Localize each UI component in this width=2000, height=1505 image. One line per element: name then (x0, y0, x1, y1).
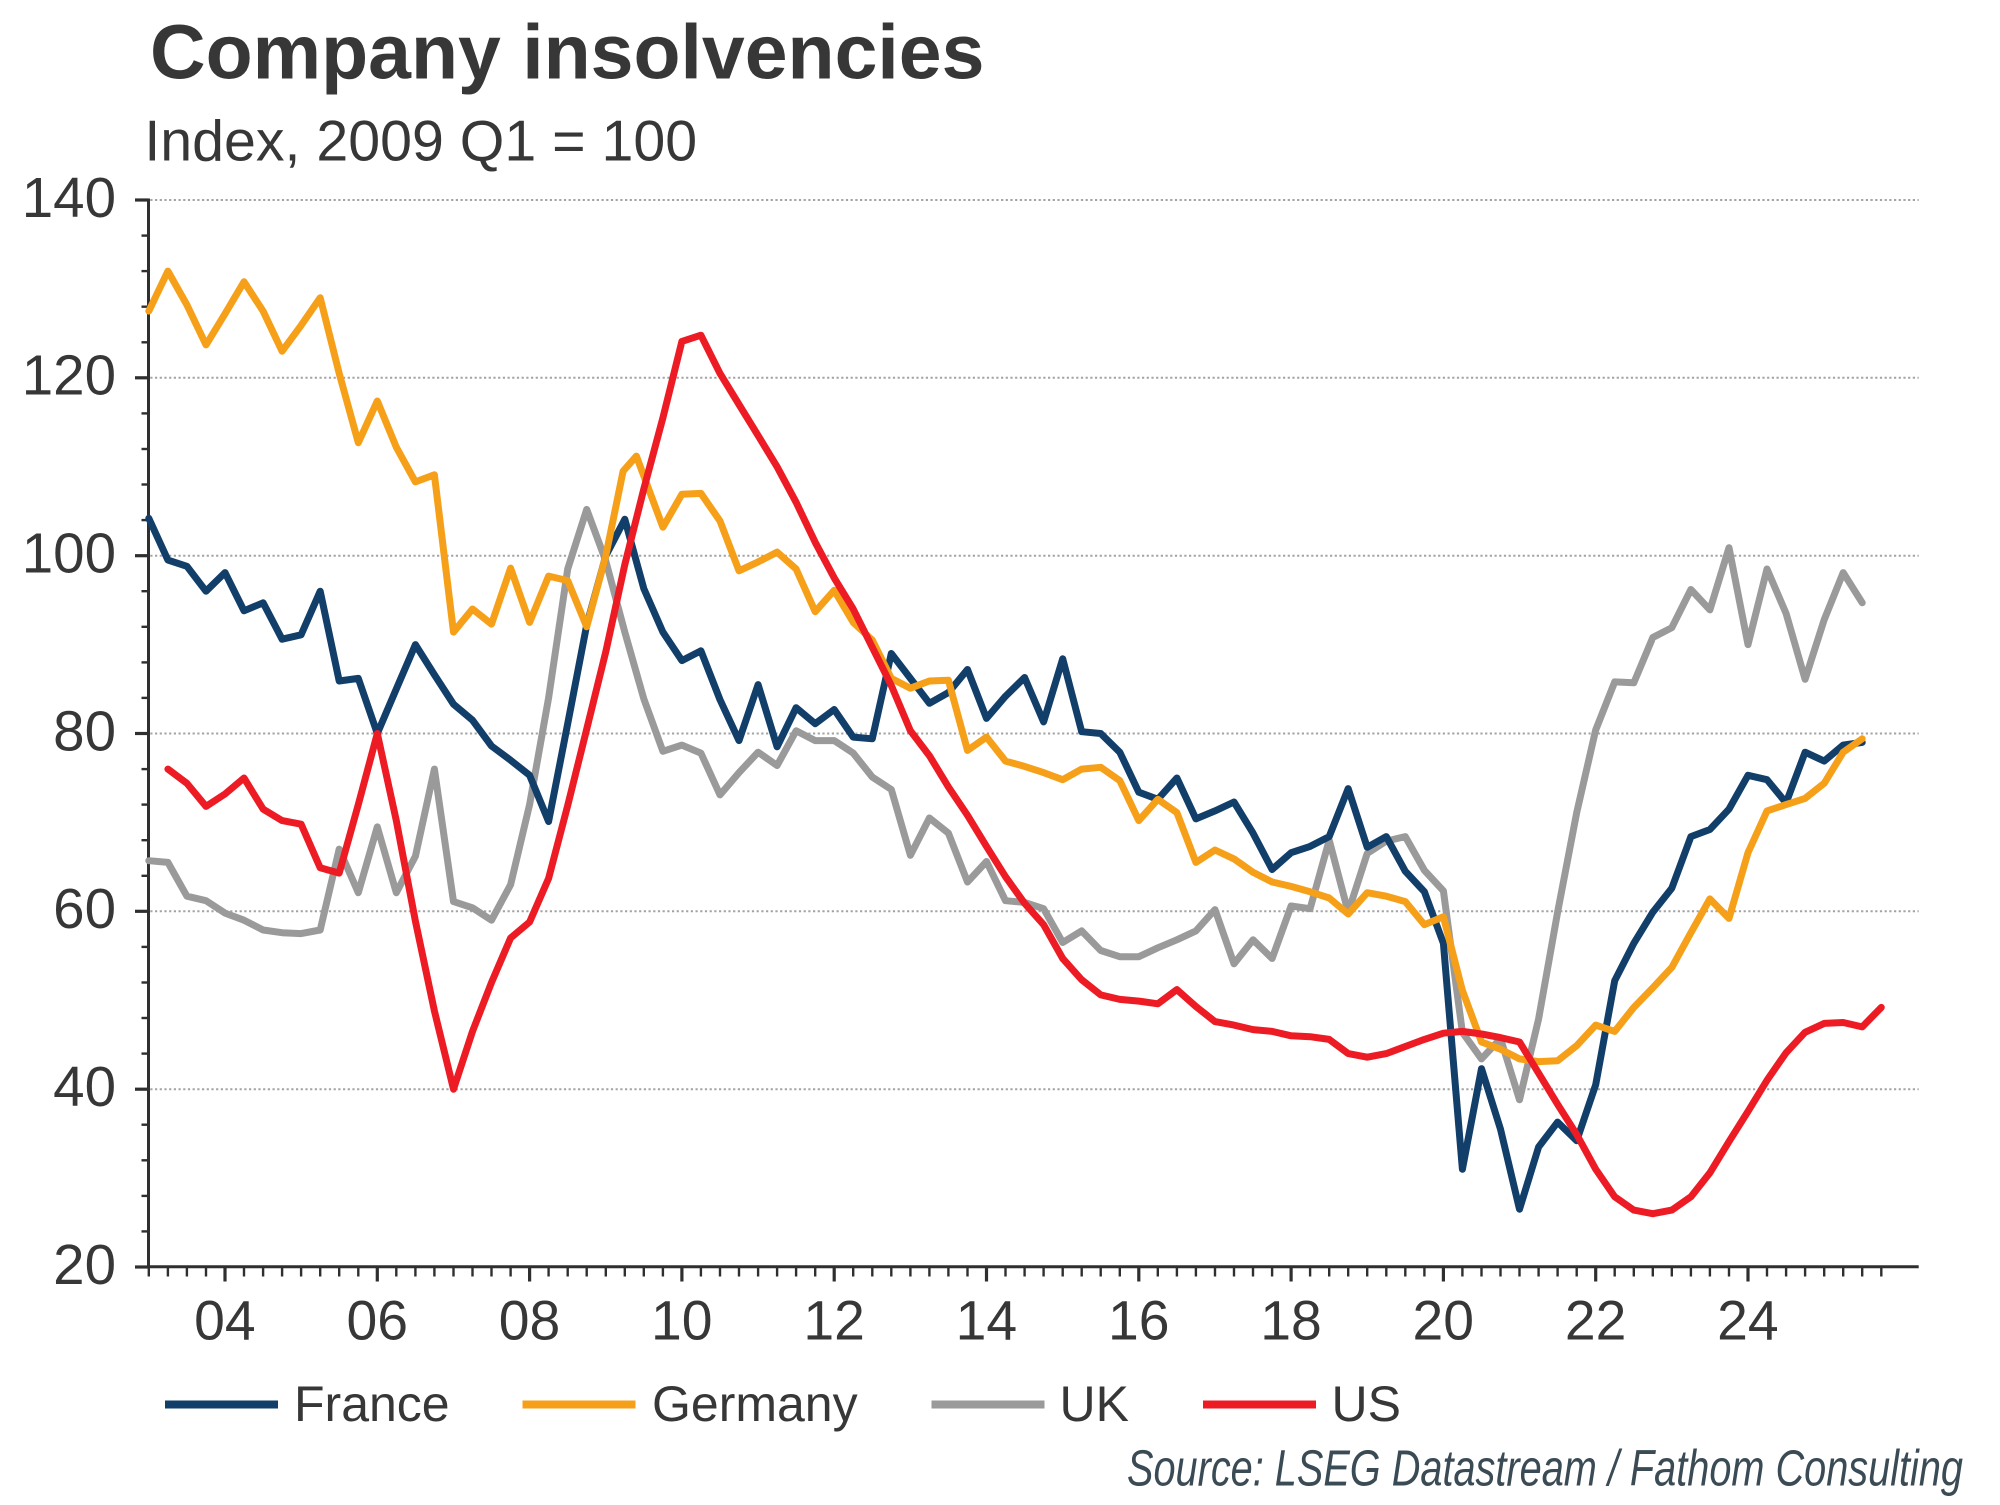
svg-text:04: 04 (194, 1289, 256, 1351)
svg-text:140: 140 (22, 166, 116, 229)
svg-text:40: 40 (53, 1055, 116, 1118)
svg-text:06: 06 (346, 1289, 408, 1351)
svg-text:22: 22 (1565, 1289, 1627, 1351)
svg-text:24: 24 (1717, 1289, 1779, 1351)
svg-text:120: 120 (22, 344, 116, 407)
svg-text:France: France (294, 1376, 450, 1432)
svg-text:Company insolvencies: Company insolvencies (150, 10, 984, 96)
svg-text:US: US (1332, 1376, 1401, 1432)
svg-text:14: 14 (956, 1289, 1018, 1351)
svg-text:16: 16 (1108, 1289, 1170, 1351)
svg-text:60: 60 (53, 877, 116, 940)
svg-text:12: 12 (803, 1289, 865, 1351)
svg-text:20: 20 (1413, 1289, 1475, 1351)
svg-text:20: 20 (53, 1233, 116, 1296)
svg-text:100: 100 (22, 522, 116, 585)
svg-text:Source: LSEG Datastream / Fath: Source: LSEG Datastream / Fathom Consult… (1127, 1439, 1963, 1496)
svg-text:80: 80 (53, 699, 116, 762)
svg-text:18: 18 (1260, 1289, 1322, 1351)
svg-text:Germany: Germany (652, 1376, 858, 1432)
svg-text:10: 10 (651, 1289, 713, 1351)
svg-text:08: 08 (499, 1289, 561, 1351)
svg-text:Index, 2009 Q1 = 100: Index, 2009 Q1 = 100 (144, 110, 697, 174)
svg-text:UK: UK (1060, 1376, 1129, 1432)
